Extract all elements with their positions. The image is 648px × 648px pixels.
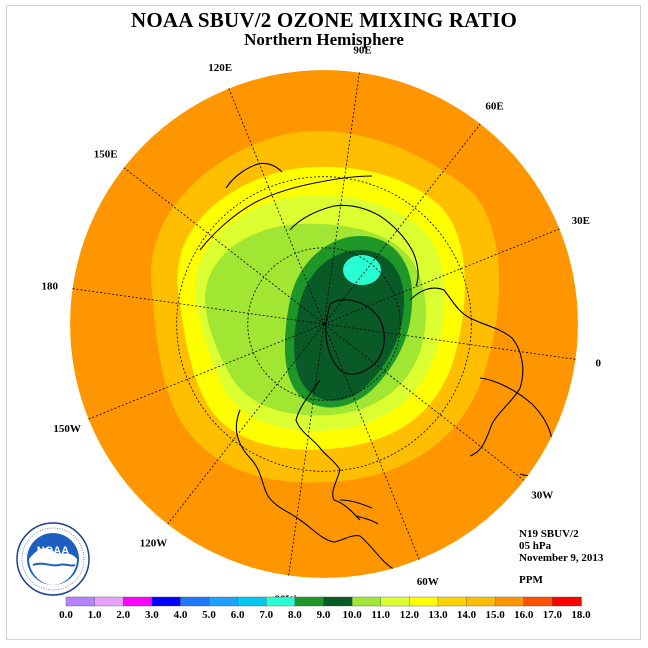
ozone-band-9 <box>294 250 404 401</box>
longitude-label: 30E <box>572 215 590 227</box>
colorbar-tick-label: 18.0 <box>571 609 591 621</box>
colorbar-tick-label: 9.0 <box>317 609 331 621</box>
colorbar-swatch <box>552 596 582 607</box>
colorbar-tick-label: 8.0 <box>288 609 302 621</box>
greenland <box>325 299 385 375</box>
pressure-level-label: 05 hPa <box>519 540 552 552</box>
colorbar-tick-label: 15.0 <box>486 609 506 621</box>
figure-frame <box>6 5 641 640</box>
north-america-coast <box>235 409 409 578</box>
noaa-logo: NOAA <box>16 522 90 596</box>
north-america-east <box>295 379 361 521</box>
longitude-label: 30W <box>531 490 553 502</box>
coastlines <box>199 162 554 578</box>
colorbar-tick-label: 16.0 <box>514 609 534 621</box>
colorbar-swatch <box>323 596 353 607</box>
colorbar-tick-label: 0.0 <box>59 609 73 621</box>
colorbar-swatch <box>494 596 525 607</box>
latitude-circle <box>247 247 401 401</box>
colorbar-tick-label: 10.0 <box>342 609 362 621</box>
instrument-label: N19 SBUV/2 <box>519 528 579 540</box>
caribbean <box>339 499 379 525</box>
colorbar-swatch <box>123 596 153 607</box>
colorbar-swatch <box>437 596 468 607</box>
colorbar-tick-label: 13.0 <box>428 609 448 621</box>
colorbar-swatch <box>380 596 411 607</box>
longitude-label: 90E <box>353 45 371 57</box>
longitude-label: 0 <box>596 358 602 370</box>
logo-text: NOAA <box>37 545 69 557</box>
colorbar-swatches <box>65 596 582 607</box>
asia-north <box>289 204 419 287</box>
graticule <box>72 72 576 576</box>
colorbar-swatch <box>94 596 124 607</box>
colorbar-swatch <box>294 596 325 607</box>
units-label: PPM <box>519 574 543 586</box>
colorbar-swatch <box>65 596 96 607</box>
colorbar-tick-label: 12.0 <box>400 609 420 621</box>
latitude-circle <box>176 176 472 472</box>
colorbar-swatch <box>409 596 439 607</box>
colorbar-tick-label: 5.0 <box>202 609 216 621</box>
map-title: NOAA SBUV/2 OZONE MIXING RATIO <box>131 8 517 32</box>
eurasia-coast <box>409 287 524 457</box>
colorbar-tick-label: 11.0 <box>371 609 390 621</box>
colorbar-tick-label: 6.0 <box>231 609 245 621</box>
colorbar-tick-label: 4.0 <box>174 609 188 621</box>
colorbar-swatch <box>151 596 182 607</box>
colorbar-swatch <box>523 596 554 607</box>
colorbar-swatch <box>237 596 267 607</box>
longitude-label: 180 <box>41 280 58 292</box>
longitude-label: 120W <box>140 537 168 549</box>
colorbar-tick-labels: 0.0 1.0 2.0 3.0 4.0 5.0 6.0 7.0 8.0 9.0 10.0 11.0 12… <box>59 609 591 621</box>
colorbar-tick-label: 14.0 <box>457 609 477 621</box>
longitude-label: 150W <box>53 423 81 435</box>
longitude-label: 60W <box>417 576 439 588</box>
colorbar-tick-label: 2.0 <box>116 609 130 621</box>
colorbar-swatch <box>208 596 239 607</box>
longitude-label: 60E <box>485 101 503 113</box>
colorbar-tick-label: 1.0 <box>88 609 102 621</box>
longitude-label: 120E <box>208 62 232 74</box>
colorbar-tick-label: 7.0 <box>259 609 273 621</box>
ozone-max-8 <box>343 255 381 285</box>
longitude-labels: 90E60E30E030W60W90W120W150W180150E120E <box>41 45 601 606</box>
colorbar-swatch <box>466 596 496 607</box>
kamchatka <box>225 162 283 189</box>
longitude-label: 150E <box>94 148 118 160</box>
colorbar-tick-label: 17.0 <box>543 609 563 621</box>
map-subtitle: Northern Hemisphere <box>244 30 404 49</box>
colorbar-swatch <box>266 596 296 607</box>
colorbar-tick-label: 3.0 <box>145 609 159 621</box>
asia-east <box>199 175 373 251</box>
colorbar-swatch <box>351 596 382 607</box>
colorbar-swatch <box>180 596 210 607</box>
date-label: November 9, 2013 <box>519 552 604 564</box>
